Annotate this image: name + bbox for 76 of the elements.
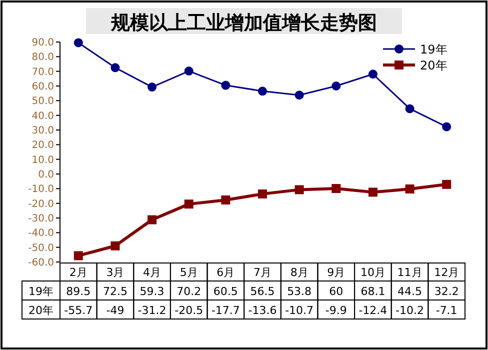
x-tick-label: 12月 bbox=[434, 266, 460, 279]
x-tick-label: 2月 bbox=[69, 266, 88, 279]
point bbox=[442, 122, 452, 132]
point bbox=[221, 80, 230, 90]
y-tick-label: 10.0 bbox=[32, 154, 54, 166]
y-tick-label: 20.0 bbox=[32, 140, 54, 152]
data-label: -10.2 bbox=[396, 304, 424, 317]
y-tick-label: 80.0 bbox=[32, 52, 54, 64]
text: 19年 bbox=[28, 285, 54, 298]
data-label: 72.5 bbox=[102, 285, 128, 298]
point bbox=[74, 38, 83, 48]
point bbox=[74, 251, 83, 260]
data-label: -7.1 bbox=[436, 304, 458, 317]
y-tick-label: -60.0 bbox=[28, 258, 54, 268]
data-label: -31.2 bbox=[138, 304, 166, 317]
point bbox=[110, 63, 120, 72]
x-tick-label: 11月 bbox=[397, 266, 422, 279]
data-label: 53.8 bbox=[287, 285, 312, 298]
data-label: 56.5 bbox=[250, 285, 275, 298]
point bbox=[148, 215, 157, 224]
data-label: -49 bbox=[106, 304, 124, 317]
point bbox=[258, 86, 267, 96]
data-label: 60 bbox=[329, 285, 344, 298]
chart-title: 规模以上工业增加值增长走势图 bbox=[110, 12, 377, 34]
data-label: 32.2 bbox=[434, 285, 459, 298]
y-tick-label: 30.0 bbox=[32, 126, 54, 136]
x-tick-label: 9月 bbox=[327, 266, 346, 279]
x-tick-label: 7月 bbox=[254, 266, 272, 279]
y-tick-label: -30.0 bbox=[28, 214, 54, 224]
point bbox=[294, 185, 304, 194]
point bbox=[405, 184, 414, 194]
x-tick-label: 4月 bbox=[143, 266, 162, 279]
legend-label: 19年 bbox=[420, 42, 448, 56]
point bbox=[442, 180, 452, 189]
data-label: -13.6 bbox=[248, 304, 277, 317]
y-tick-label: 40.0 bbox=[32, 110, 54, 122]
point bbox=[184, 66, 194, 76]
point bbox=[405, 104, 414, 114]
y-tick-label: 0.0 bbox=[38, 170, 54, 180]
x-tick-label: 8月 bbox=[290, 266, 308, 279]
x-tick-label: 6月 bbox=[216, 266, 235, 279]
data-label: 44.5 bbox=[398, 285, 422, 298]
data-label: -17.7 bbox=[211, 304, 240, 317]
y-tick-label: -50.0 bbox=[28, 242, 54, 254]
y-tick-label: -10.0 bbox=[28, 184, 54, 196]
y-tick-label: 50.0 bbox=[32, 96, 54, 108]
point bbox=[258, 189, 267, 198]
data-label: -12.4 bbox=[358, 304, 388, 317]
x-tick-label: 10月 bbox=[360, 266, 386, 279]
point bbox=[368, 70, 378, 79]
point bbox=[332, 184, 341, 194]
x-tick-label: 3月 bbox=[106, 266, 124, 279]
y-tick-label: 90.0 bbox=[32, 38, 54, 48]
point bbox=[368, 188, 378, 197]
data-label: -20.5 bbox=[174, 304, 204, 317]
data-label: -9.9 bbox=[325, 304, 347, 317]
data-label: 70.2 bbox=[176, 285, 202, 298]
y-tick-label: 70.0 bbox=[32, 66, 54, 78]
y-tick-label: -40.0 bbox=[28, 228, 54, 240]
data-label: 59.3 bbox=[140, 285, 164, 298]
point bbox=[110, 241, 120, 250]
text: 20年 bbox=[28, 304, 54, 317]
data-label: -55.7 bbox=[64, 304, 93, 317]
point bbox=[221, 195, 230, 204]
point bbox=[148, 82, 157, 92]
data-label: 89.5 bbox=[66, 285, 91, 298]
y-tick-label: 60.0 bbox=[32, 82, 54, 92]
data-label: -10.7 bbox=[285, 304, 314, 317]
data-label: 60.5 bbox=[213, 285, 238, 298]
x-tick-label: 5月 bbox=[180, 266, 198, 279]
legend-label: 20年 bbox=[420, 58, 448, 72]
point bbox=[184, 200, 194, 209]
point bbox=[294, 90, 304, 100]
data-label: 68.1 bbox=[360, 285, 386, 298]
point bbox=[332, 82, 341, 90]
y-tick-label: -20.0 bbox=[28, 198, 54, 210]
